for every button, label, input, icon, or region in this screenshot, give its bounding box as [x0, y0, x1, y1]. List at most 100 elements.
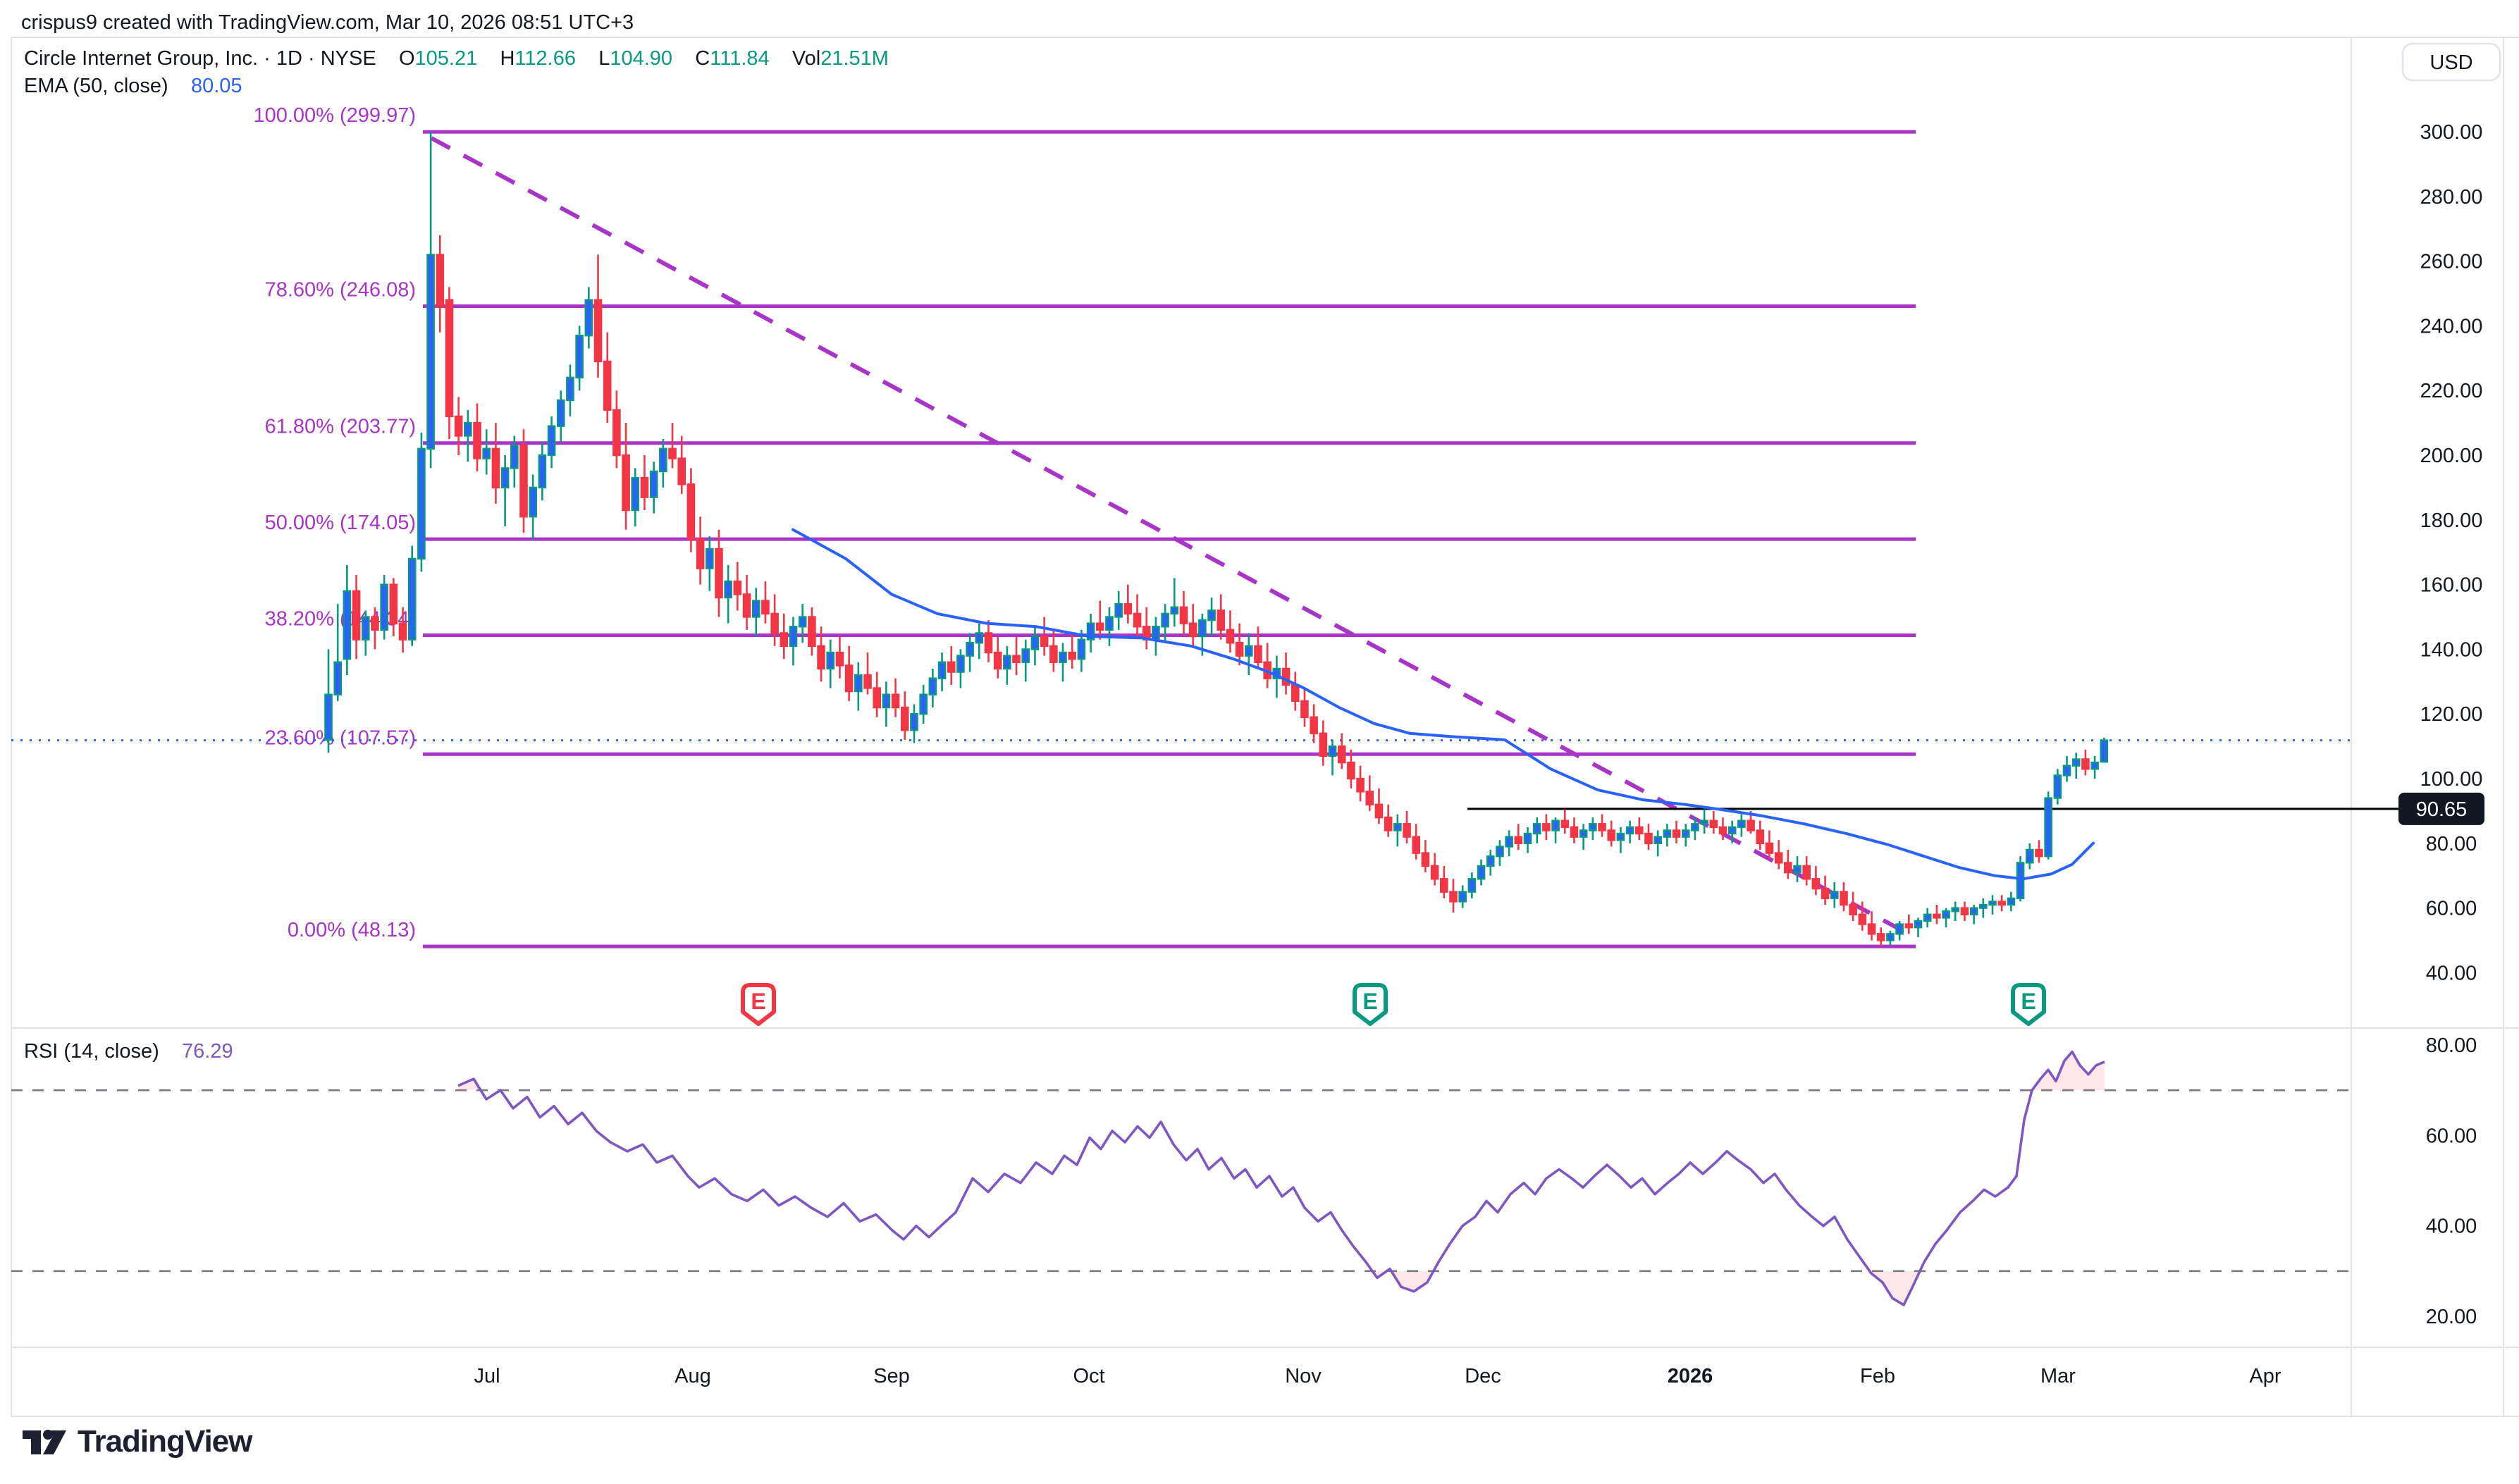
candle-down [696, 538, 705, 569]
rsi-tick-label: 20.00 [2426, 1306, 2477, 1328]
candle-down [742, 593, 751, 618]
candle-up [1207, 610, 1216, 622]
ema-line[interactable] [792, 528, 2095, 881]
candle-up [2025, 848, 2034, 864]
candle-down [1179, 606, 1188, 624]
candle-up [556, 399, 565, 427]
candle-up [854, 674, 863, 693]
candle-up [928, 677, 937, 695]
time-tick-label: Sep [873, 1365, 910, 1387]
candle-down [1226, 629, 1235, 644]
candle-down [891, 693, 900, 709]
ema-legend[interactable]: EMA (50, close) 80.05 [24, 75, 242, 98]
currency-button[interactable]: USD [2401, 42, 2501, 82]
earnings-letter: E [1362, 989, 1377, 1014]
candle-up [510, 445, 519, 469]
currency-button-box [2401, 42, 2501, 82]
candle-up [1105, 616, 1114, 631]
candle-up [975, 632, 984, 644]
candle-up [584, 299, 593, 337]
candle-down [1765, 842, 1774, 854]
candle-down [1217, 610, 1226, 631]
candle-down [2081, 758, 2090, 770]
price-tick-label: 40.00 [2426, 962, 2477, 984]
candle-up [1328, 745, 1337, 758]
candle-down [844, 664, 854, 693]
trendline-dashed[interactable] [430, 136, 1903, 932]
symbol-name[interactable]: Circle Internet Group, Inc. [24, 47, 259, 70]
candle-up [1979, 903, 1988, 909]
candle-down [1347, 761, 1355, 780]
rsi-overbought-fill [458, 1051, 2105, 1091]
candle-up [659, 447, 667, 473]
candle-up [482, 447, 491, 459]
candle-down [1040, 635, 1049, 648]
candle-down [1012, 655, 1021, 663]
tradingview-logo[interactable]: TradingView [21, 1422, 252, 1461]
candle-down [1439, 878, 1448, 893]
candle-up [919, 693, 928, 715]
candle-up [1532, 823, 1541, 835]
candle-down [1560, 820, 1570, 829]
candle-down [398, 622, 407, 641]
interval-label[interactable]: 1D [276, 47, 302, 70]
candle-up [464, 421, 472, 437]
candle-up [1523, 832, 1532, 845]
candle-up [324, 693, 333, 741]
candle-up [882, 693, 891, 709]
candle-up [705, 548, 714, 569]
candle-down [1412, 836, 1421, 854]
rsi-pane[interactable] [11, 1031, 2351, 1347]
time-axis[interactable]: Jul Aug Sep Oct Nov Dec 2026 Feb Mar Apr [474, 1365, 2281, 1387]
candle-down [1449, 891, 1458, 903]
candle-up [575, 334, 584, 379]
earnings-icon[interactable]: E [741, 983, 776, 1026]
level-price-label-box [2398, 792, 2484, 825]
price-tick-label: 200.00 [2420, 445, 2483, 467]
ema-value: 80.05 [190, 75, 242, 97]
symbol-legend[interactable]: Circle Internet Group, Inc. · 1D · NYSE … [24, 44, 889, 73]
fib-label: 0.00% (48.13) [288, 919, 416, 941]
candle-down [770, 612, 779, 634]
candle-down [622, 454, 630, 512]
candle-up [500, 467, 510, 489]
rsi-tick-label: 40.00 [2426, 1216, 2477, 1238]
candle-up [1681, 829, 1690, 838]
rsi-axis[interactable]: 80.00 60.00 40.00 20.00 [2426, 1034, 2477, 1328]
candlestick-series[interactable] [324, 132, 2109, 947]
candle-up [361, 616, 370, 641]
open-label: O [398, 47, 415, 70]
candle-down [491, 447, 500, 489]
earnings-icon[interactable]: E [2011, 983, 2046, 1026]
candle-down [473, 421, 481, 459]
earnings-icon[interactable]: E [1353, 983, 1388, 1026]
candle-down [677, 457, 686, 486]
candle-down [1133, 612, 1142, 628]
earnings-letter: E [751, 989, 765, 1014]
candle-up [1616, 832, 1625, 841]
candle-up [566, 376, 574, 402]
candle-down [436, 254, 445, 308]
candle-down [1811, 878, 1821, 890]
price-tick-label: 260.00 [2420, 251, 2483, 273]
low-value: 104.90 [610, 47, 673, 70]
volume-value: 21.51M [820, 47, 889, 70]
candle-up [1886, 933, 1895, 941]
rsi-line[interactable] [457, 1050, 2105, 1306]
open-value: 105.21 [414, 47, 478, 70]
candle-up [1505, 836, 1513, 848]
candle-down [1123, 602, 1133, 615]
candle-up [1152, 626, 1160, 641]
price-axis[interactable]: 300.00 280.00 260.00 240.00 220.00 200.00 180.… [2420, 121, 2483, 984]
candle-down [761, 600, 770, 615]
rsi-tick-label: 60.00 [2426, 1125, 2477, 1147]
candle-up [343, 590, 352, 660]
candle-up [1663, 829, 1672, 838]
candle-up [1496, 846, 1504, 858]
rsi-legend[interactable]: RSI (14, close) 76.29 [24, 1040, 233, 1063]
candle-up [631, 476, 640, 512]
candle-up [1170, 606, 1179, 615]
candle-up [1625, 826, 1634, 835]
rsi-value: 76.29 [182, 1040, 233, 1063]
